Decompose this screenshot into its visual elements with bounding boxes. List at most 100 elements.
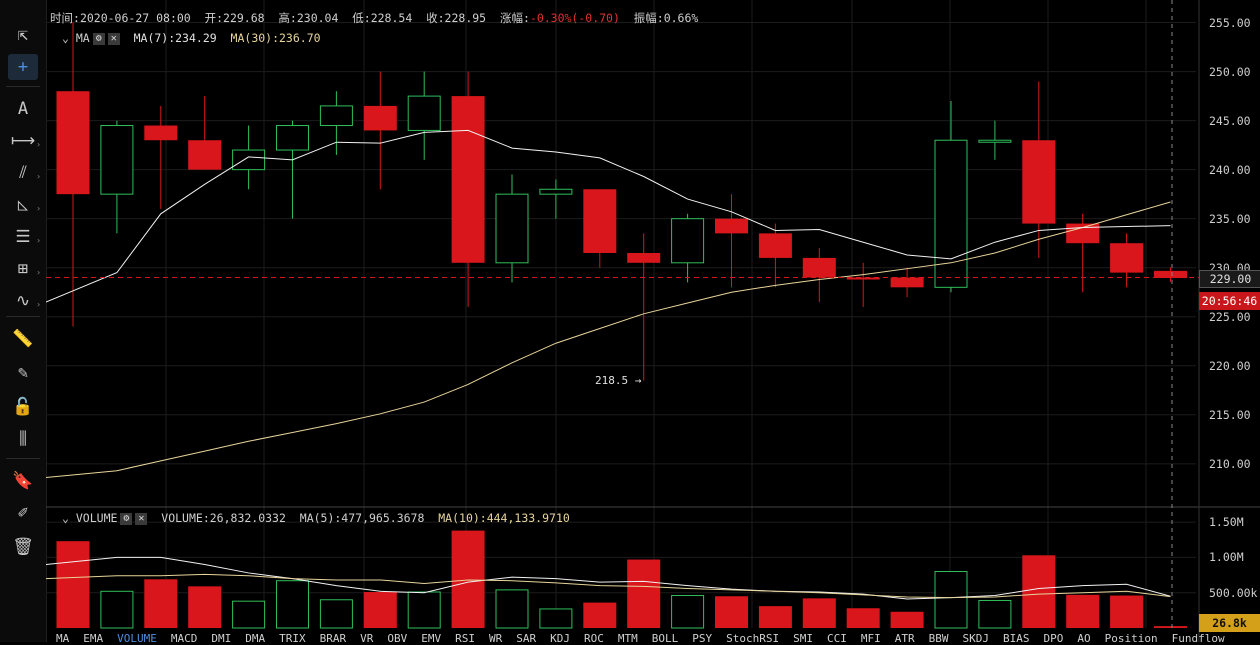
volume-bar-down xyxy=(846,608,880,628)
tab-atr[interactable]: ATR xyxy=(894,632,915,645)
candles-icon[interactable]: ⫼ xyxy=(19,429,27,449)
edit-icon[interactable]: ✐ xyxy=(17,503,29,523)
candle-body-down xyxy=(890,277,924,288)
high-label: 高: xyxy=(278,11,297,25)
tab-skdj[interactable]: SKDJ xyxy=(962,632,989,645)
volume-tick-label: 500.00k xyxy=(1209,585,1258,600)
candle-body-down xyxy=(363,105,397,131)
volume-chevron-icon[interactable]: ⌄ xyxy=(62,511,69,525)
volume-bar-down xyxy=(56,541,90,628)
candle-body-down xyxy=(627,253,661,263)
tab-rsi[interactable]: RSI xyxy=(455,632,475,645)
tab-smi[interactable]: SMI xyxy=(793,632,813,645)
tab-emv[interactable]: EMV xyxy=(421,632,442,645)
low-price-annotation: 218.5 → xyxy=(595,374,642,387)
change-label: 涨幅: xyxy=(499,11,530,25)
tab-mtm[interactable]: MTM xyxy=(617,632,638,645)
bookmark-icon[interactable]: 🔖 xyxy=(12,471,34,491)
tab-brar[interactable]: BRAR xyxy=(319,632,347,645)
grid-icon[interactable]: ⊞ › xyxy=(17,259,41,279)
candle-body-down xyxy=(56,91,90,195)
tab-dmi[interactable]: DMI xyxy=(211,632,232,645)
collapse-chevron-icon[interactable]: ⌄ xyxy=(62,31,69,45)
tab-fundflow[interactable]: Fundflow xyxy=(1171,632,1225,645)
tab-dpo[interactable]: DPO xyxy=(1043,632,1064,645)
triangle-icon[interactable]: ◺ › xyxy=(17,195,41,215)
parallel-channel-icon[interactable]: ☰ › xyxy=(15,227,41,247)
low-label: 低: xyxy=(352,11,371,25)
tab-mfi[interactable]: MFI xyxy=(860,632,881,645)
ma7-line xyxy=(46,129,1171,303)
ma30-value: MA(30):236.70 xyxy=(230,31,321,45)
candle-body-down xyxy=(1110,243,1144,273)
candle-body-down xyxy=(1154,270,1187,279)
settings-gear-icon[interactable]: ⚙ xyxy=(92,32,105,45)
toolbar-separator xyxy=(6,86,40,87)
amplitude-label: 振幅: xyxy=(633,11,664,25)
wave-icon[interactable]: ∿ › xyxy=(15,291,41,311)
volume-bar-down xyxy=(363,592,397,628)
volume-bar-down xyxy=(627,559,661,628)
tab-dma[interactable]: DMA xyxy=(245,632,266,645)
volume-settings-gear-icon[interactable]: ⚙ xyxy=(120,512,133,525)
tab-obv[interactable]: OBV xyxy=(387,632,408,645)
tab-bias[interactable]: BIAS xyxy=(1002,632,1030,645)
price-tick-label: 220.00 xyxy=(1209,358,1251,373)
tab-ma[interactable]: MA xyxy=(56,632,70,645)
tab-sar[interactable]: SAR xyxy=(516,632,537,645)
volume-bar-down xyxy=(583,602,617,628)
candle-body-up xyxy=(276,125,309,151)
tab-psy[interactable]: PSY xyxy=(692,632,713,645)
tab-ao[interactable]: AO xyxy=(1077,632,1091,645)
tab-volume[interactable]: VOLUME xyxy=(117,632,157,645)
tab-cci[interactable]: CCI xyxy=(826,632,847,645)
volume-tick-label: 1.00M xyxy=(1209,550,1244,565)
amplitude-value: 0.66% xyxy=(663,11,699,25)
volume-ma5-line xyxy=(46,556,1171,600)
text-icon[interactable]: A xyxy=(17,99,29,119)
current-price-badge: 229.00 xyxy=(1199,270,1260,288)
volume-close-icon[interactable]: ✕ xyxy=(135,512,148,525)
tab-bbw[interactable]: BBW xyxy=(928,632,949,645)
horizontal-line-icon[interactable]: ⟼ › xyxy=(10,131,41,151)
trend-lines-icon[interactable]: ⫽ › xyxy=(19,163,41,183)
price-tick-label: 235.00 xyxy=(1209,211,1251,226)
volume-bar-down xyxy=(1154,626,1187,628)
tab-wr[interactable]: WR xyxy=(489,632,503,645)
ruler-icon[interactable]: 📏 xyxy=(12,329,34,349)
tab-kdj[interactable]: KDJ xyxy=(550,632,570,645)
tab-ema[interactable]: EMA xyxy=(83,632,104,645)
tab-roc[interactable]: ROC xyxy=(584,632,604,645)
volume-bar-down xyxy=(1066,594,1100,628)
ma-legend: ⌄ MA ⚙ ✕ MA(7):234.29 MA(30):236.70 xyxy=(62,31,321,45)
low-value: 228.54 xyxy=(370,11,413,25)
trash-icon[interactable]: 🗑 xyxy=(12,537,34,557)
volume-bar-up xyxy=(407,591,441,629)
cursor-icon[interactable]: ⇱ xyxy=(17,25,29,45)
indicator-tabs: MA EMA VOLUME MACD DMI DMA TRIX BRAR VR OBV EMV RSI… xyxy=(56,632,1239,645)
candle-body-down xyxy=(451,96,485,263)
candle-body-up xyxy=(232,149,266,171)
pencil-icon[interactable]: ✎ xyxy=(17,363,29,383)
volume-bar-down xyxy=(802,598,836,628)
price-tick-label: 250.00 xyxy=(1209,64,1251,79)
volume-bar-up xyxy=(495,589,529,629)
close-icon[interactable]: ✕ xyxy=(107,32,120,45)
volume-bar-up xyxy=(232,600,266,629)
volume-bar-up xyxy=(671,595,705,629)
tab-macd[interactable]: MACD xyxy=(170,632,198,645)
chart-area[interactable] xyxy=(46,0,1260,642)
tab-stochrsi[interactable]: StochRSI xyxy=(726,632,780,645)
tab-boll[interactable]: BOLL xyxy=(651,632,679,645)
tab-vr[interactable]: VR xyxy=(360,632,374,645)
lock-icon[interactable]: 🔓 xyxy=(12,397,34,417)
crosshair-icon[interactable]: + xyxy=(8,54,38,80)
high-value: 230.04 xyxy=(296,11,339,25)
candle-body-up xyxy=(407,95,441,131)
candle-body-up xyxy=(671,218,705,264)
close-value: 228.95 xyxy=(444,11,487,25)
volume-bar-up xyxy=(319,599,353,629)
ohlc-info: 时间:2020-06-27 08:00 开:229.68 高:230.04 低:… xyxy=(50,10,698,26)
tab-trix[interactable]: TRIX xyxy=(279,632,306,645)
tab-position[interactable]: Position xyxy=(1104,632,1158,645)
